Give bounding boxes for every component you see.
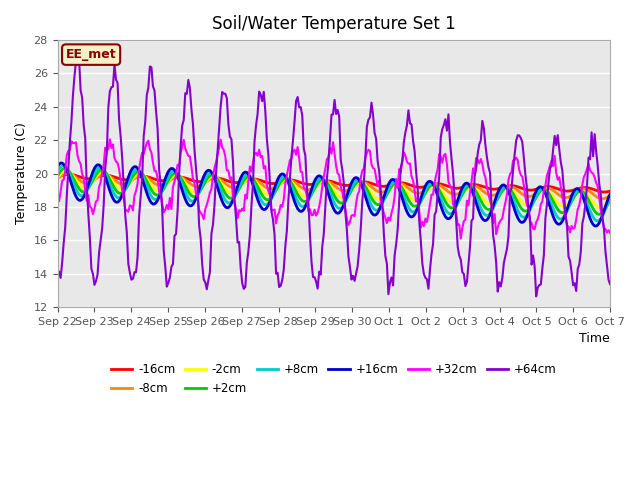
+16cm	[123, 179, 131, 185]
-8cm	[577, 186, 585, 192]
+8cm	[594, 218, 602, 224]
-8cm	[65, 170, 72, 176]
Title: Soil/Water Temperature Set 1: Soil/Water Temperature Set 1	[212, 15, 456, 33]
-16cm	[123, 177, 131, 182]
Y-axis label: Temperature (C): Temperature (C)	[15, 122, 28, 225]
Text: EE_met: EE_met	[66, 48, 116, 61]
-8cm	[606, 192, 614, 198]
+32cm	[248, 168, 255, 174]
-16cm	[66, 171, 74, 177]
Line: -16cm: -16cm	[58, 174, 610, 192]
+8cm	[54, 169, 61, 175]
+2cm	[606, 197, 614, 203]
+64cm	[238, 280, 246, 286]
-8cm	[248, 176, 255, 182]
Line: +64cm: +64cm	[58, 59, 610, 296]
+2cm	[577, 188, 585, 194]
+16cm	[238, 172, 246, 178]
+32cm	[123, 208, 131, 214]
Line: +16cm: +16cm	[58, 163, 610, 226]
+8cm	[297, 203, 305, 209]
+16cm	[593, 223, 600, 229]
-16cm	[606, 188, 614, 194]
+8cm	[60, 163, 68, 169]
-8cm	[238, 181, 246, 187]
-2cm	[297, 191, 305, 196]
+64cm	[76, 56, 83, 61]
-16cm	[220, 177, 228, 182]
+32cm	[297, 169, 305, 175]
+2cm	[297, 196, 305, 202]
+64cm	[532, 293, 540, 299]
+32cm	[220, 147, 228, 153]
+16cm	[57, 160, 65, 166]
-2cm	[606, 196, 614, 202]
+32cm	[606, 230, 614, 236]
-8cm	[598, 196, 606, 202]
+8cm	[238, 177, 246, 183]
+32cm	[106, 136, 114, 142]
-16cm	[54, 174, 61, 180]
+2cm	[248, 174, 255, 180]
+2cm	[54, 173, 61, 179]
+2cm	[238, 180, 246, 186]
-8cm	[220, 179, 228, 185]
+2cm	[595, 212, 603, 217]
+16cm	[220, 202, 228, 207]
-2cm	[238, 181, 246, 187]
Line: +2cm: +2cm	[58, 168, 610, 215]
+8cm	[220, 194, 228, 200]
+64cm	[579, 221, 586, 227]
Legend: -16cm, -8cm, -2cm, +2cm, +8cm, +16cm, +32cm, +64cm: -16cm, -8cm, -2cm, +2cm, +8cm, +16cm, +3…	[106, 358, 561, 399]
-2cm	[597, 205, 605, 211]
+8cm	[248, 175, 255, 181]
-2cm	[248, 175, 255, 181]
+32cm	[238, 205, 246, 211]
+64cm	[220, 91, 228, 96]
+32cm	[579, 182, 586, 188]
-16cm	[297, 180, 305, 185]
+16cm	[54, 164, 61, 169]
+16cm	[248, 178, 255, 183]
Line: +8cm: +8cm	[58, 166, 610, 221]
-2cm	[61, 168, 69, 174]
-8cm	[123, 180, 131, 186]
-2cm	[220, 183, 228, 189]
X-axis label: Time: Time	[579, 332, 610, 345]
+8cm	[577, 189, 585, 194]
-2cm	[123, 183, 131, 189]
+64cm	[297, 104, 305, 110]
+64cm	[54, 273, 61, 278]
Line: -2cm: -2cm	[58, 171, 610, 208]
+2cm	[123, 184, 131, 190]
+32cm	[457, 236, 465, 241]
Line: -8cm: -8cm	[58, 173, 610, 199]
+32cm	[54, 200, 61, 205]
+64cm	[606, 281, 614, 287]
+64cm	[248, 203, 255, 208]
+64cm	[123, 229, 131, 235]
-2cm	[54, 175, 61, 180]
-16cm	[600, 189, 608, 195]
+8cm	[606, 196, 614, 202]
-16cm	[238, 179, 246, 184]
Line: +32cm: +32cm	[58, 139, 610, 239]
+16cm	[577, 189, 585, 195]
+2cm	[61, 166, 69, 171]
-2cm	[577, 188, 585, 194]
-16cm	[248, 176, 255, 182]
-8cm	[297, 184, 305, 190]
-8cm	[54, 176, 61, 181]
+16cm	[606, 192, 614, 197]
-16cm	[577, 185, 585, 191]
+8cm	[123, 183, 131, 189]
+2cm	[220, 188, 228, 194]
+16cm	[297, 209, 305, 215]
